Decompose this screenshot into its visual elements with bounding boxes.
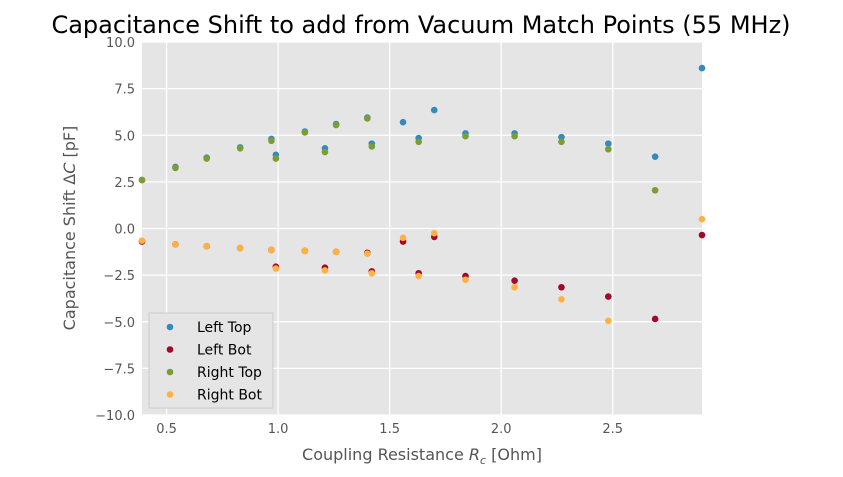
legend-label: Right Bot bbox=[197, 388, 262, 404]
legend-marker bbox=[166, 346, 174, 353]
legend-label: Left Top bbox=[197, 320, 252, 336]
legend-marker bbox=[166, 368, 174, 376]
x-tick-label: 1.0 bbox=[268, 422, 289, 437]
data-point bbox=[321, 148, 329, 156]
series-group bbox=[138, 115, 659, 194]
data-point bbox=[268, 246, 275, 254]
y-axis-label-var: C bbox=[60, 162, 79, 174]
data-point bbox=[301, 247, 309, 255]
data-point bbox=[558, 296, 565, 303]
x-axis-label-prefix: Coupling Resistance bbox=[302, 445, 469, 464]
x-axis-label-var: R bbox=[469, 445, 480, 464]
y-axis-label-prefix: Capacitance Shift Δ bbox=[60, 174, 79, 331]
data-point bbox=[698, 231, 706, 239]
data-point bbox=[236, 145, 244, 152]
data-point bbox=[511, 277, 518, 285]
data-point bbox=[558, 138, 565, 146]
data-point bbox=[138, 176, 146, 184]
data-point bbox=[604, 317, 612, 325]
data-point bbox=[399, 118, 407, 126]
y-tick-label: 5.0 bbox=[114, 129, 135, 144]
data-point bbox=[332, 121, 340, 129]
data-point bbox=[364, 250, 371, 257]
data-point bbox=[651, 315, 659, 323]
data-point bbox=[268, 137, 275, 145]
data-point bbox=[272, 265, 280, 272]
data-point bbox=[462, 276, 469, 284]
y-tick-label: −5.0 bbox=[103, 316, 135, 331]
data-point bbox=[698, 64, 706, 72]
data-point bbox=[511, 132, 518, 140]
data-point bbox=[558, 133, 565, 141]
x-tick-label: 1.5 bbox=[379, 422, 400, 437]
data-point bbox=[604, 140, 612, 147]
data-point bbox=[301, 129, 309, 136]
data-point bbox=[321, 267, 329, 274]
data-point bbox=[698, 215, 706, 223]
x-tick-label: 0.5 bbox=[156, 422, 177, 437]
y-axis-label: Capacitance Shift ΔC [pF] bbox=[60, 126, 79, 331]
legend: Left Top Left Bot Right Top Right Bot bbox=[148, 312, 274, 409]
series-group bbox=[138, 215, 706, 325]
data-point bbox=[604, 145, 612, 153]
y-tick-label: 7.5 bbox=[114, 83, 135, 98]
data-point bbox=[511, 283, 518, 291]
data-point bbox=[203, 155, 211, 162]
chart-title: Capacitance Shift to add from Vacuum Mat… bbox=[51, 11, 790, 39]
data-point bbox=[368, 269, 376, 277]
x-axis-label: Coupling Resistance Rc [Ohm] bbox=[302, 445, 542, 467]
legend-marker bbox=[166, 323, 174, 331]
data-point bbox=[332, 248, 340, 256]
data-point bbox=[172, 164, 179, 172]
y-tick-label: 2.5 bbox=[114, 176, 135, 191]
y-tick-label: −2.5 bbox=[103, 269, 135, 284]
y-tick-label: 0.0 bbox=[114, 223, 135, 238]
x-tick-label: 2.5 bbox=[602, 422, 623, 437]
x-axis-label-sub: c bbox=[480, 454, 486, 467]
data-point bbox=[604, 293, 612, 300]
data-point bbox=[462, 132, 469, 140]
x-axis-label-unit: [Ohm] bbox=[486, 445, 542, 464]
y-tick-label: −7.5 bbox=[103, 362, 135, 377]
y-axis-label-unit: [pF] bbox=[60, 126, 79, 163]
data-point bbox=[236, 244, 244, 252]
data-point bbox=[430, 106, 438, 114]
data-points bbox=[138, 64, 706, 325]
data-point bbox=[364, 115, 371, 122]
data-point bbox=[172, 241, 179, 248]
data-point bbox=[138, 237, 146, 244]
data-point bbox=[558, 283, 565, 291]
data-point bbox=[430, 229, 438, 237]
data-point bbox=[399, 234, 407, 242]
data-point bbox=[651, 186, 659, 194]
legend-label: Left Bot bbox=[197, 343, 252, 359]
data-point bbox=[415, 272, 422, 280]
data-point bbox=[415, 138, 422, 146]
tick-labels: 0.5 1.0 1.5 2.0 2.5 −10.0 −7.5 −5.0 −2.5 0.0 2.5 5.… bbox=[95, 36, 623, 437]
legend-marker bbox=[166, 391, 174, 398]
x-tick-label: 2.0 bbox=[491, 422, 512, 437]
data-point bbox=[368, 143, 376, 150]
y-tick-label: −10.0 bbox=[95, 409, 135, 424]
y-tick-label: 10.0 bbox=[106, 36, 135, 51]
data-point bbox=[272, 155, 280, 162]
data-point bbox=[651, 153, 659, 160]
legend-label: Right Top bbox=[197, 365, 262, 381]
data-point bbox=[203, 242, 211, 250]
